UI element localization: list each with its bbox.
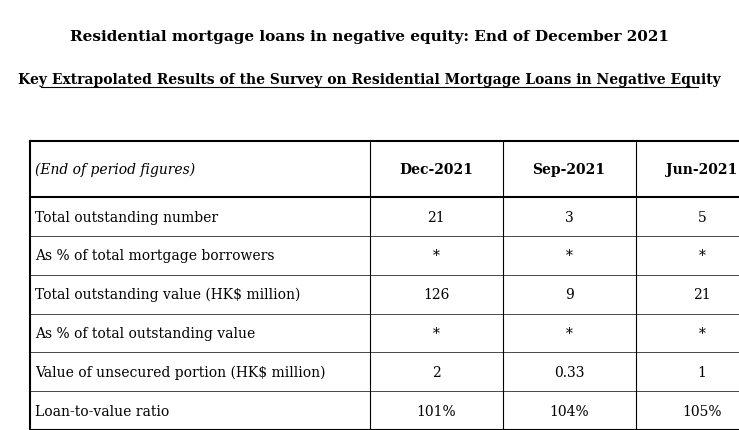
Text: 0.33: 0.33	[554, 365, 585, 379]
Text: Loan-to-value ratio: Loan-to-value ratio	[35, 404, 169, 418]
Text: As % of total mortgage borrowers: As % of total mortgage borrowers	[35, 249, 274, 263]
Text: *: *	[432, 249, 440, 263]
Text: *: *	[432, 326, 440, 340]
Text: Key Extrapolated Results of the Survey on Residential Mortgage Loans in Negative: Key Extrapolated Results of the Survey o…	[18, 73, 721, 87]
Text: *: *	[565, 326, 573, 340]
Text: Total outstanding value (HK$ million): Total outstanding value (HK$ million)	[35, 287, 300, 302]
Text: 104%: 104%	[549, 404, 589, 418]
Text: 5: 5	[698, 210, 706, 224]
Text: 3: 3	[565, 210, 573, 224]
Text: 21: 21	[693, 288, 711, 301]
Text: 9: 9	[565, 288, 573, 301]
Text: 1: 1	[698, 365, 706, 379]
Text: 101%: 101%	[416, 404, 456, 418]
Text: (End of period figures): (End of period figures)	[35, 163, 195, 177]
Text: 2: 2	[432, 365, 440, 379]
Text: Residential mortgage loans in negative equity: End of December 2021: Residential mortgage loans in negative e…	[70, 30, 669, 44]
Text: *: *	[698, 326, 706, 340]
Text: Dec-2021: Dec-2021	[399, 163, 473, 177]
Text: Total outstanding number: Total outstanding number	[35, 210, 218, 224]
Text: *: *	[565, 249, 573, 263]
Text: 126: 126	[423, 288, 449, 301]
Text: 105%: 105%	[682, 404, 722, 418]
Text: *: *	[698, 249, 706, 263]
Text: Value of unsecured portion (HK$ million): Value of unsecured portion (HK$ million)	[35, 365, 325, 379]
Text: Sep-2021: Sep-2021	[533, 163, 605, 177]
Text: 21: 21	[427, 210, 445, 224]
Text: Jun-2021: Jun-2021	[667, 163, 738, 177]
Text: As % of total outstanding value: As % of total outstanding value	[35, 326, 255, 340]
